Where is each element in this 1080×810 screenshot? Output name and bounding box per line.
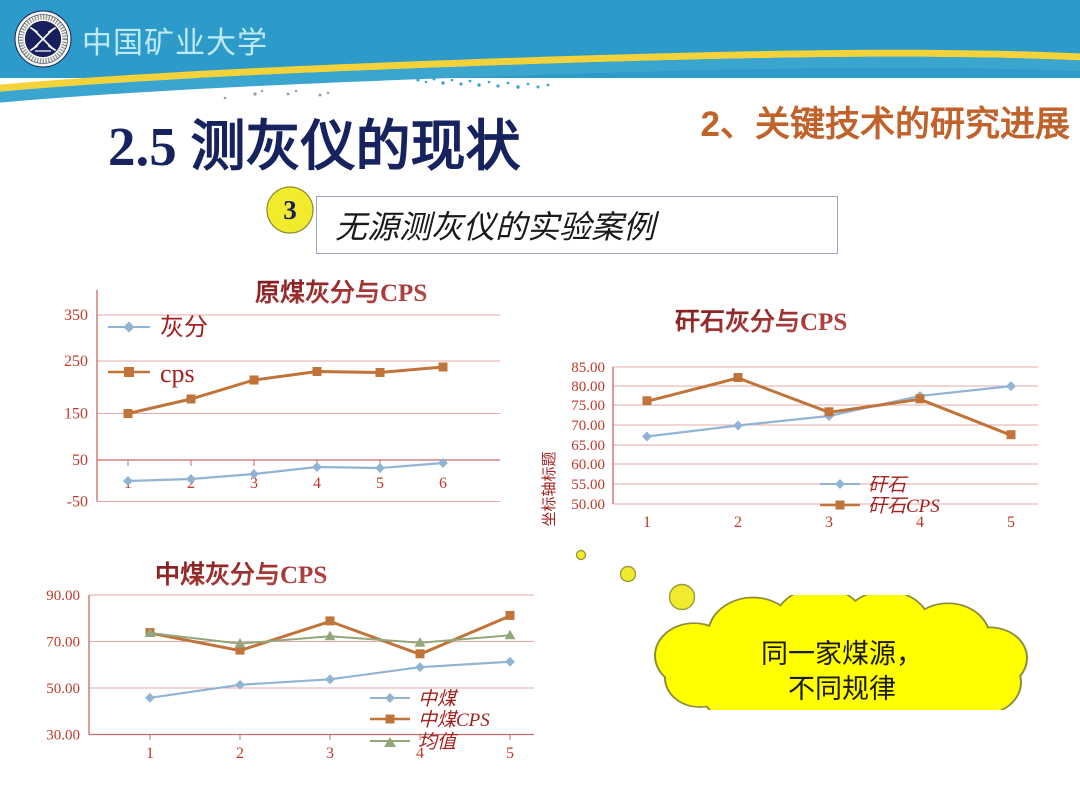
svg-text:85.00: 85.00 [571,360,605,376]
svg-text:55.00: 55.00 [571,477,605,493]
svg-text:70.00: 70.00 [571,418,605,434]
svg-text:50.00: 50.00 [571,497,605,513]
svg-text:灰分: 灰分 [160,314,208,341]
svg-text:5: 5 [376,475,384,492]
svg-text:中煤: 中煤 [418,689,459,710]
svg-text:60.00: 60.00 [571,457,605,473]
svg-text:2: 2 [236,745,244,762]
svg-text:350: 350 [64,307,88,324]
svg-text:不同规律: 不同规律 [788,674,896,704]
svg-text:1: 1 [146,745,154,762]
svg-text:150: 150 [64,406,88,423]
svg-text:矸石: 矸石 [868,475,909,496]
svg-text:4: 4 [313,475,321,492]
svg-text:65.00: 65.00 [571,438,605,454]
svg-text:5: 5 [506,745,514,762]
svg-text:75.00: 75.00 [571,398,605,414]
svg-text:同一家煤源，: 同一家煤源， [761,639,923,669]
svg-text:250: 250 [64,353,88,370]
svg-text:80.00: 80.00 [571,379,605,395]
svg-text:50.00: 50.00 [46,681,80,697]
svg-text:均值: 均值 [418,732,459,753]
svg-text:矸石CPS: 矸石CPS [868,496,940,517]
svg-text:30.00: 30.00 [46,728,80,744]
svg-text:3: 3 [825,514,833,531]
svg-text:6: 6 [439,475,447,492]
svg-text:50: 50 [72,452,88,469]
svg-text:5: 5 [1007,514,1015,531]
svg-text:3: 3 [326,745,334,762]
svg-text:-50: -50 [67,494,88,511]
svg-text:中煤CPS: 中煤CPS [418,710,490,731]
svg-text:1: 1 [643,514,651,531]
svg-text:70.00: 70.00 [46,635,80,651]
svg-text:cps: cps [160,359,195,388]
svg-text:坐标轴标题: 坐标轴标题 [541,451,558,526]
svg-text:2: 2 [734,514,742,531]
svg-text:90.00: 90.00 [46,588,80,604]
